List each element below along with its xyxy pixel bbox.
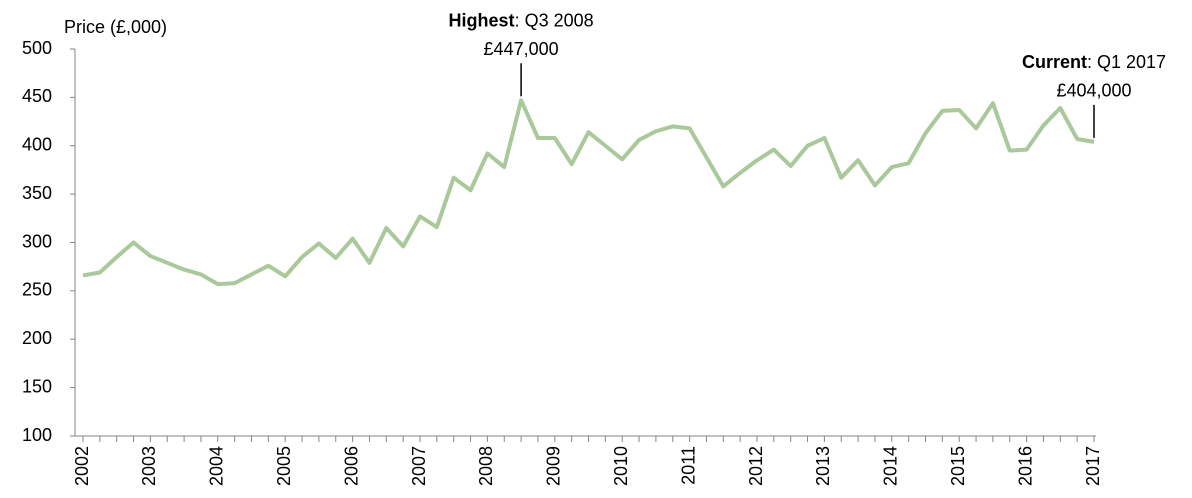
value-label: £447,000 (484, 39, 559, 59)
x-tick-label: 2015 (948, 446, 968, 486)
y-tick-label: 300 (22, 231, 52, 251)
x-tick-label: 2005 (274, 446, 294, 486)
y-tick-label: 150 (22, 376, 52, 396)
price-line (82, 98, 1095, 287)
y-tick-label: 500 (22, 38, 52, 58)
x-tick-label: 2017 (1083, 446, 1103, 486)
annotation-title: Highest (449, 10, 515, 30)
annotation: Current: Q1 2017 (1022, 52, 1166, 72)
x-tick-label: 2002 (72, 446, 92, 486)
y-tick-label: 400 (22, 135, 52, 155)
x-tick-label: 2010 (611, 446, 631, 486)
y-tick-label: 450 (22, 86, 52, 106)
x-tick-label: 2009 (544, 446, 564, 486)
x-tick-label: 2006 (341, 446, 361, 486)
x-tick-label: 2012 (746, 446, 766, 486)
annotation: Highest: Q3 2008 (449, 10, 594, 30)
annotation-text: : Q3 2008 (515, 10, 594, 30)
y-tick-label: 250 (22, 280, 52, 300)
x-tick-label: 2003 (139, 446, 159, 486)
annotation-text: : Q1 2017 (1087, 52, 1166, 72)
y-axis-label: Price (£,000) (64, 17, 167, 37)
y-tick-label: 100 (22, 425, 52, 445)
x-tick-label: 2013 (813, 446, 833, 486)
y-tick-label: 350 (22, 183, 52, 203)
x-tick-label: 2004 (207, 446, 227, 486)
x-tick-label: 2014 (881, 446, 901, 486)
x-tick-label: 2007 (409, 446, 429, 486)
x-tick-label: 2008 (476, 446, 496, 486)
x-tick-label: 2011 (678, 446, 698, 485)
y-tick-label: 200 (22, 328, 52, 348)
x-tick-label: 2016 (1015, 446, 1035, 486)
value-label: £404,000 (1056, 81, 1131, 101)
annotation-title: Current (1022, 52, 1087, 72)
